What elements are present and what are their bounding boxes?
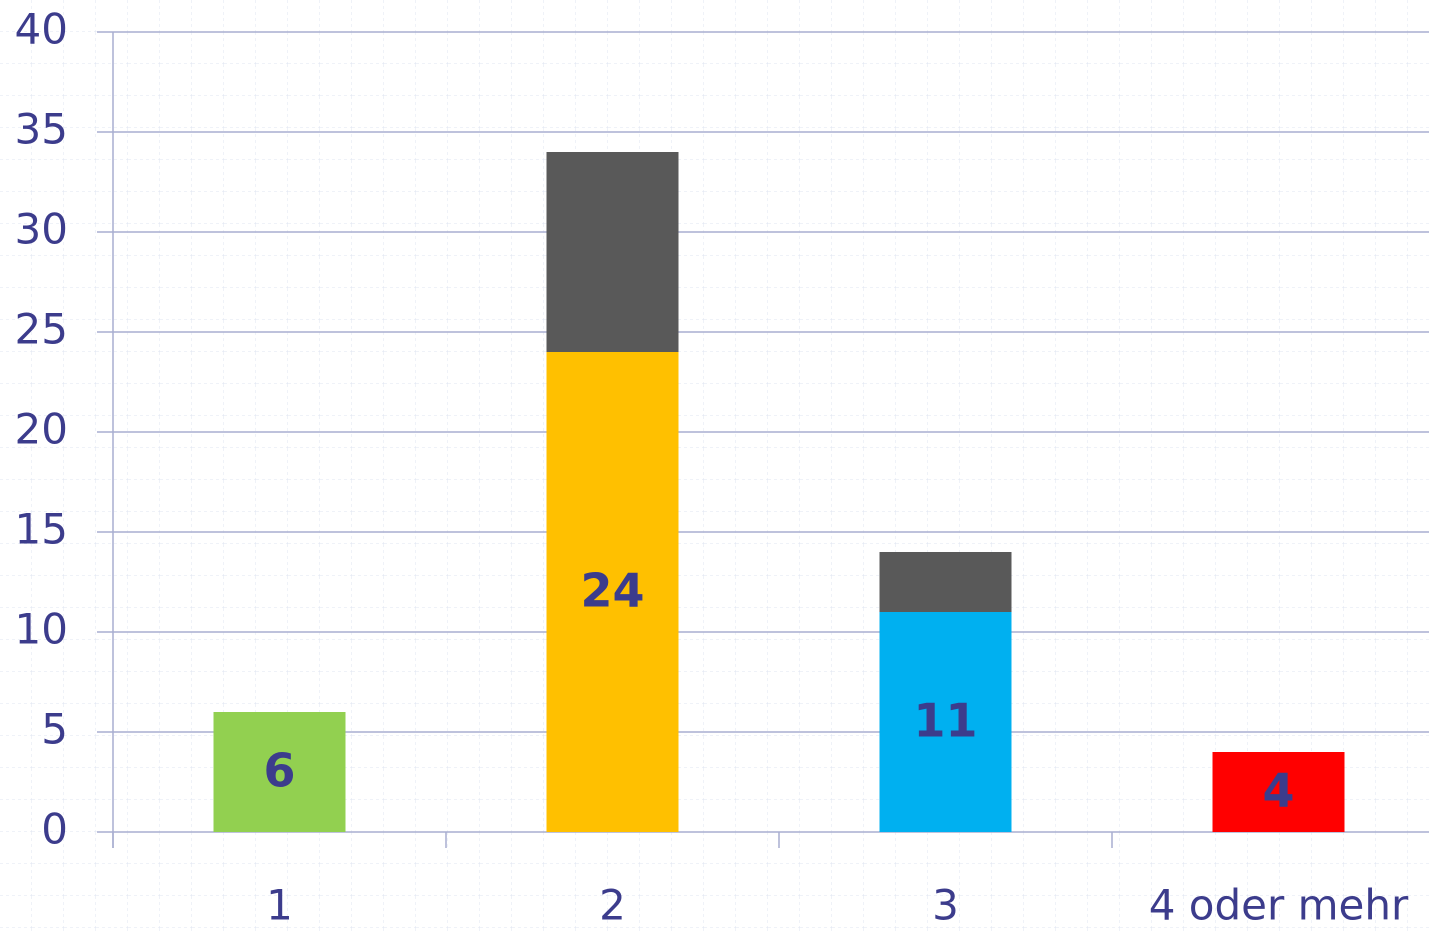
bar-segment [546, 152, 679, 352]
y-tick-label: 30 [15, 205, 68, 254]
y-tick-label: 25 [15, 305, 68, 354]
y-tick-label: 15 [15, 505, 68, 554]
bar-segment [879, 552, 1012, 612]
data-label: 11 [913, 694, 977, 748]
y-tick-label: 10 [15, 605, 68, 654]
x-tick-label: 1 [266, 881, 293, 930]
y-tick-label: 0 [41, 805, 68, 854]
y-tick-label: 5 [41, 705, 68, 754]
data-label: 6 [263, 744, 295, 798]
bar-segment [1212, 752, 1345, 832]
data-label: 4 [1262, 764, 1294, 818]
bar-segment [879, 612, 1012, 832]
x-tick-label: 3 [932, 881, 959, 930]
bar-segment [546, 352, 679, 832]
data-label: 24 [580, 564, 644, 618]
y-tick-label: 35 [15, 105, 68, 154]
bar-segment [213, 712, 346, 832]
x-tick-label: 4 oder mehr [1149, 881, 1409, 930]
x-tick-label: 2 [599, 881, 626, 930]
y-tick-label: 20 [15, 405, 68, 454]
y-tick-label: 40 [15, 5, 68, 54]
